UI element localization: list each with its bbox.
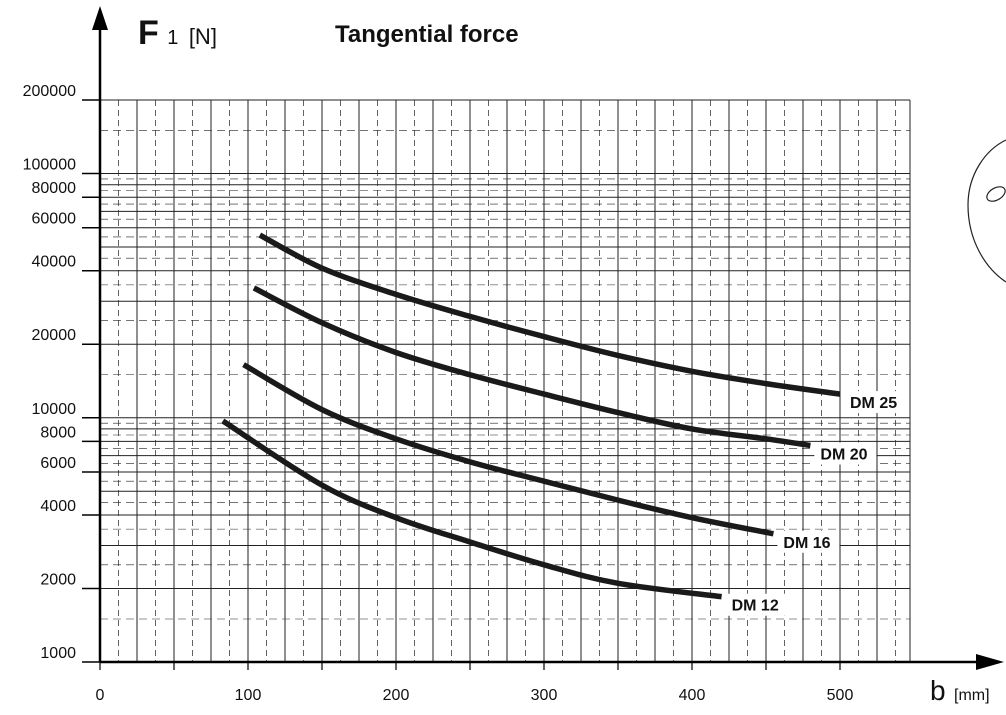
series-line-dm-16: [242, 362, 774, 537]
y-tick-label: 10000: [32, 401, 77, 418]
series-label-bg-dm-20: [814, 442, 877, 465]
x-axis-unit: [mm]: [954, 687, 990, 704]
series-labels: DM 25 DM 20 DM 16 DM 12: [725, 391, 906, 616]
side-drawing-hole: [986, 186, 1006, 202]
axes: [82, 6, 1004, 670]
series-line-dm-12: [221, 418, 722, 600]
y-tick-label: 20000: [32, 327, 77, 344]
y-tick-label: 1000: [40, 645, 76, 662]
tick-labels: 1000200040006000800010000200004000060000…: [23, 83, 854, 704]
y-tick-label: 6000: [40, 455, 76, 472]
y-tick-label: 8000: [40, 424, 76, 441]
y-tick-label: 4000: [40, 498, 76, 515]
x-tick-label: 100: [235, 687, 262, 704]
y-axis-unit: [N]: [189, 24, 217, 49]
grid: [99, 99, 911, 663]
x-tick-label: 300: [531, 687, 558, 704]
x-tick-label: 400: [679, 687, 706, 704]
series-label-bg-dm-12: [725, 593, 788, 616]
side-drawing-arc: [967, 139, 1006, 283]
series-line-dm-20: [252, 285, 811, 449]
series-line-dm-25: [258, 232, 841, 397]
series-label-bg-dm-25: [844, 391, 906, 414]
series-label-dm-20: DM 20: [820, 446, 867, 463]
x-tick-label: 500: [827, 687, 854, 704]
y-tick-label: 2000: [40, 571, 76, 588]
side-drawing: [967, 139, 1006, 283]
x-axis-title: b [mm]: [930, 675, 990, 706]
series-label-dm-25: DM 25: [850, 395, 897, 412]
y-axis-title: F 1 [N]: [138, 14, 217, 52]
y-tick-label: 80000: [32, 180, 77, 197]
y-tick-label: 60000: [32, 211, 77, 228]
y-tick-label: 40000: [32, 254, 77, 271]
x-axis-symbol: b: [930, 675, 946, 706]
series-label-bg-dm-16: [777, 530, 840, 553]
y-axis-subscript: 1: [167, 27, 178, 49]
y-axis-arrow: [92, 6, 108, 30]
y-tick-label: 100000: [23, 157, 76, 174]
y-axis-symbol: F: [138, 14, 159, 52]
y-tick-label: 200000: [23, 83, 76, 100]
x-tick-label: 0: [96, 687, 105, 704]
chart-title: Tangential force: [335, 21, 519, 48]
x-axis-arrow: [976, 654, 1004, 670]
series-lines: [221, 232, 841, 600]
series-label-dm-12: DM 12: [732, 598, 779, 615]
series-label-dm-16: DM 16: [783, 535, 830, 552]
x-tick-label: 200: [383, 687, 410, 704]
